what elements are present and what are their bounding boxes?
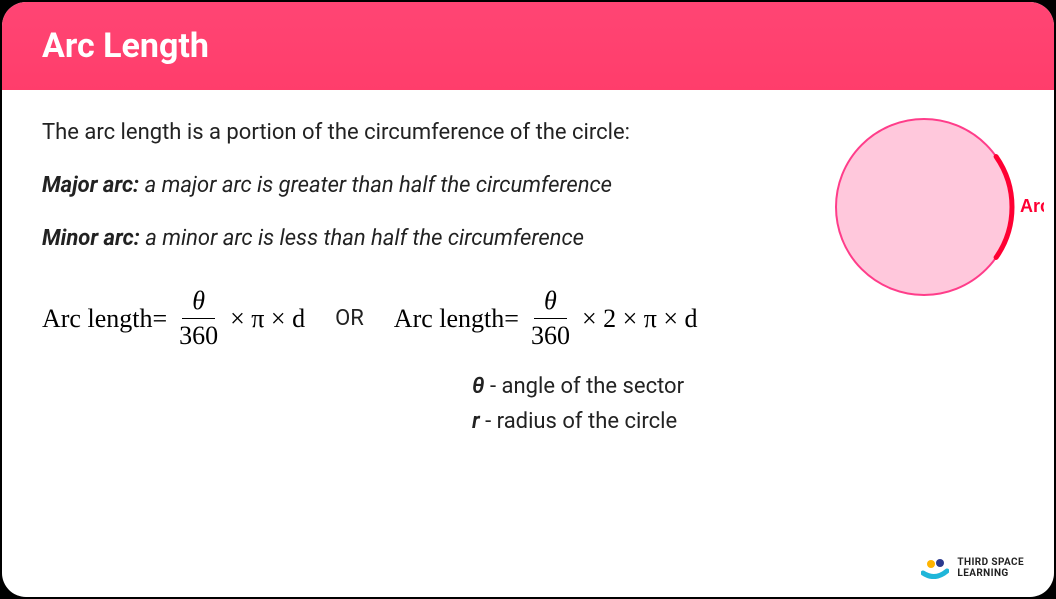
f1-tail: × π × d (230, 304, 305, 334)
f2-fraction: θ 360 (525, 286, 576, 351)
formula-1: Arc length = θ 360 × π × d (42, 286, 305, 351)
svg-text:Arc: Arc (1020, 196, 1044, 216)
f2-num: θ (534, 286, 567, 319)
header-bar: Arc Length (2, 2, 1054, 90)
f2-den: 360 (525, 319, 576, 351)
f1-num: θ (182, 286, 215, 319)
or-separator: OR (335, 306, 364, 331)
f2-lhs: Arc length (394, 304, 504, 334)
f2-eq: = (504, 304, 519, 334)
legend: θ - angle of the sector r - radius of th… (472, 369, 1014, 439)
logo-icon (921, 557, 949, 579)
f1-fraction: θ 360 (173, 286, 224, 351)
r-text: - radius of the circle (480, 409, 677, 434)
minor-text: a minor arc is less than half the circum… (140, 226, 584, 251)
legend-theta: θ - angle of the sector (472, 369, 1014, 404)
formula-2: Arc length = θ 360 × 2 × π × d (394, 286, 698, 351)
logo-line2: LEARNING (957, 568, 1024, 579)
circle-svg: Arc (824, 112, 1044, 312)
f1-lhs: Arc length (42, 304, 152, 334)
brand-logo: THIRD SPACE LEARNING (921, 557, 1024, 579)
theta-symbol: θ (472, 374, 485, 399)
legend-r: r - radius of the circle (472, 404, 1014, 439)
f1-eq: = (152, 304, 167, 334)
f1-den: 360 (173, 319, 224, 351)
logo-line1: THIRD SPACE (957, 557, 1024, 568)
r-symbol: r (472, 409, 480, 434)
theta-text: - angle of the sector (485, 374, 685, 399)
page-title: Arc Length (42, 26, 209, 66)
minor-label: Minor arc: (42, 226, 140, 251)
logo-text: THIRD SPACE LEARNING (957, 557, 1024, 579)
lesson-card: Arc Length The arc length is a portion o… (2, 2, 1054, 597)
major-label: Major arc: (42, 173, 139, 198)
f2-tail: × 2 × π × d (582, 304, 698, 334)
major-text: a major arc is greater than half the cir… (139, 173, 612, 198)
circle-diagram: Arc (824, 112, 1044, 312)
